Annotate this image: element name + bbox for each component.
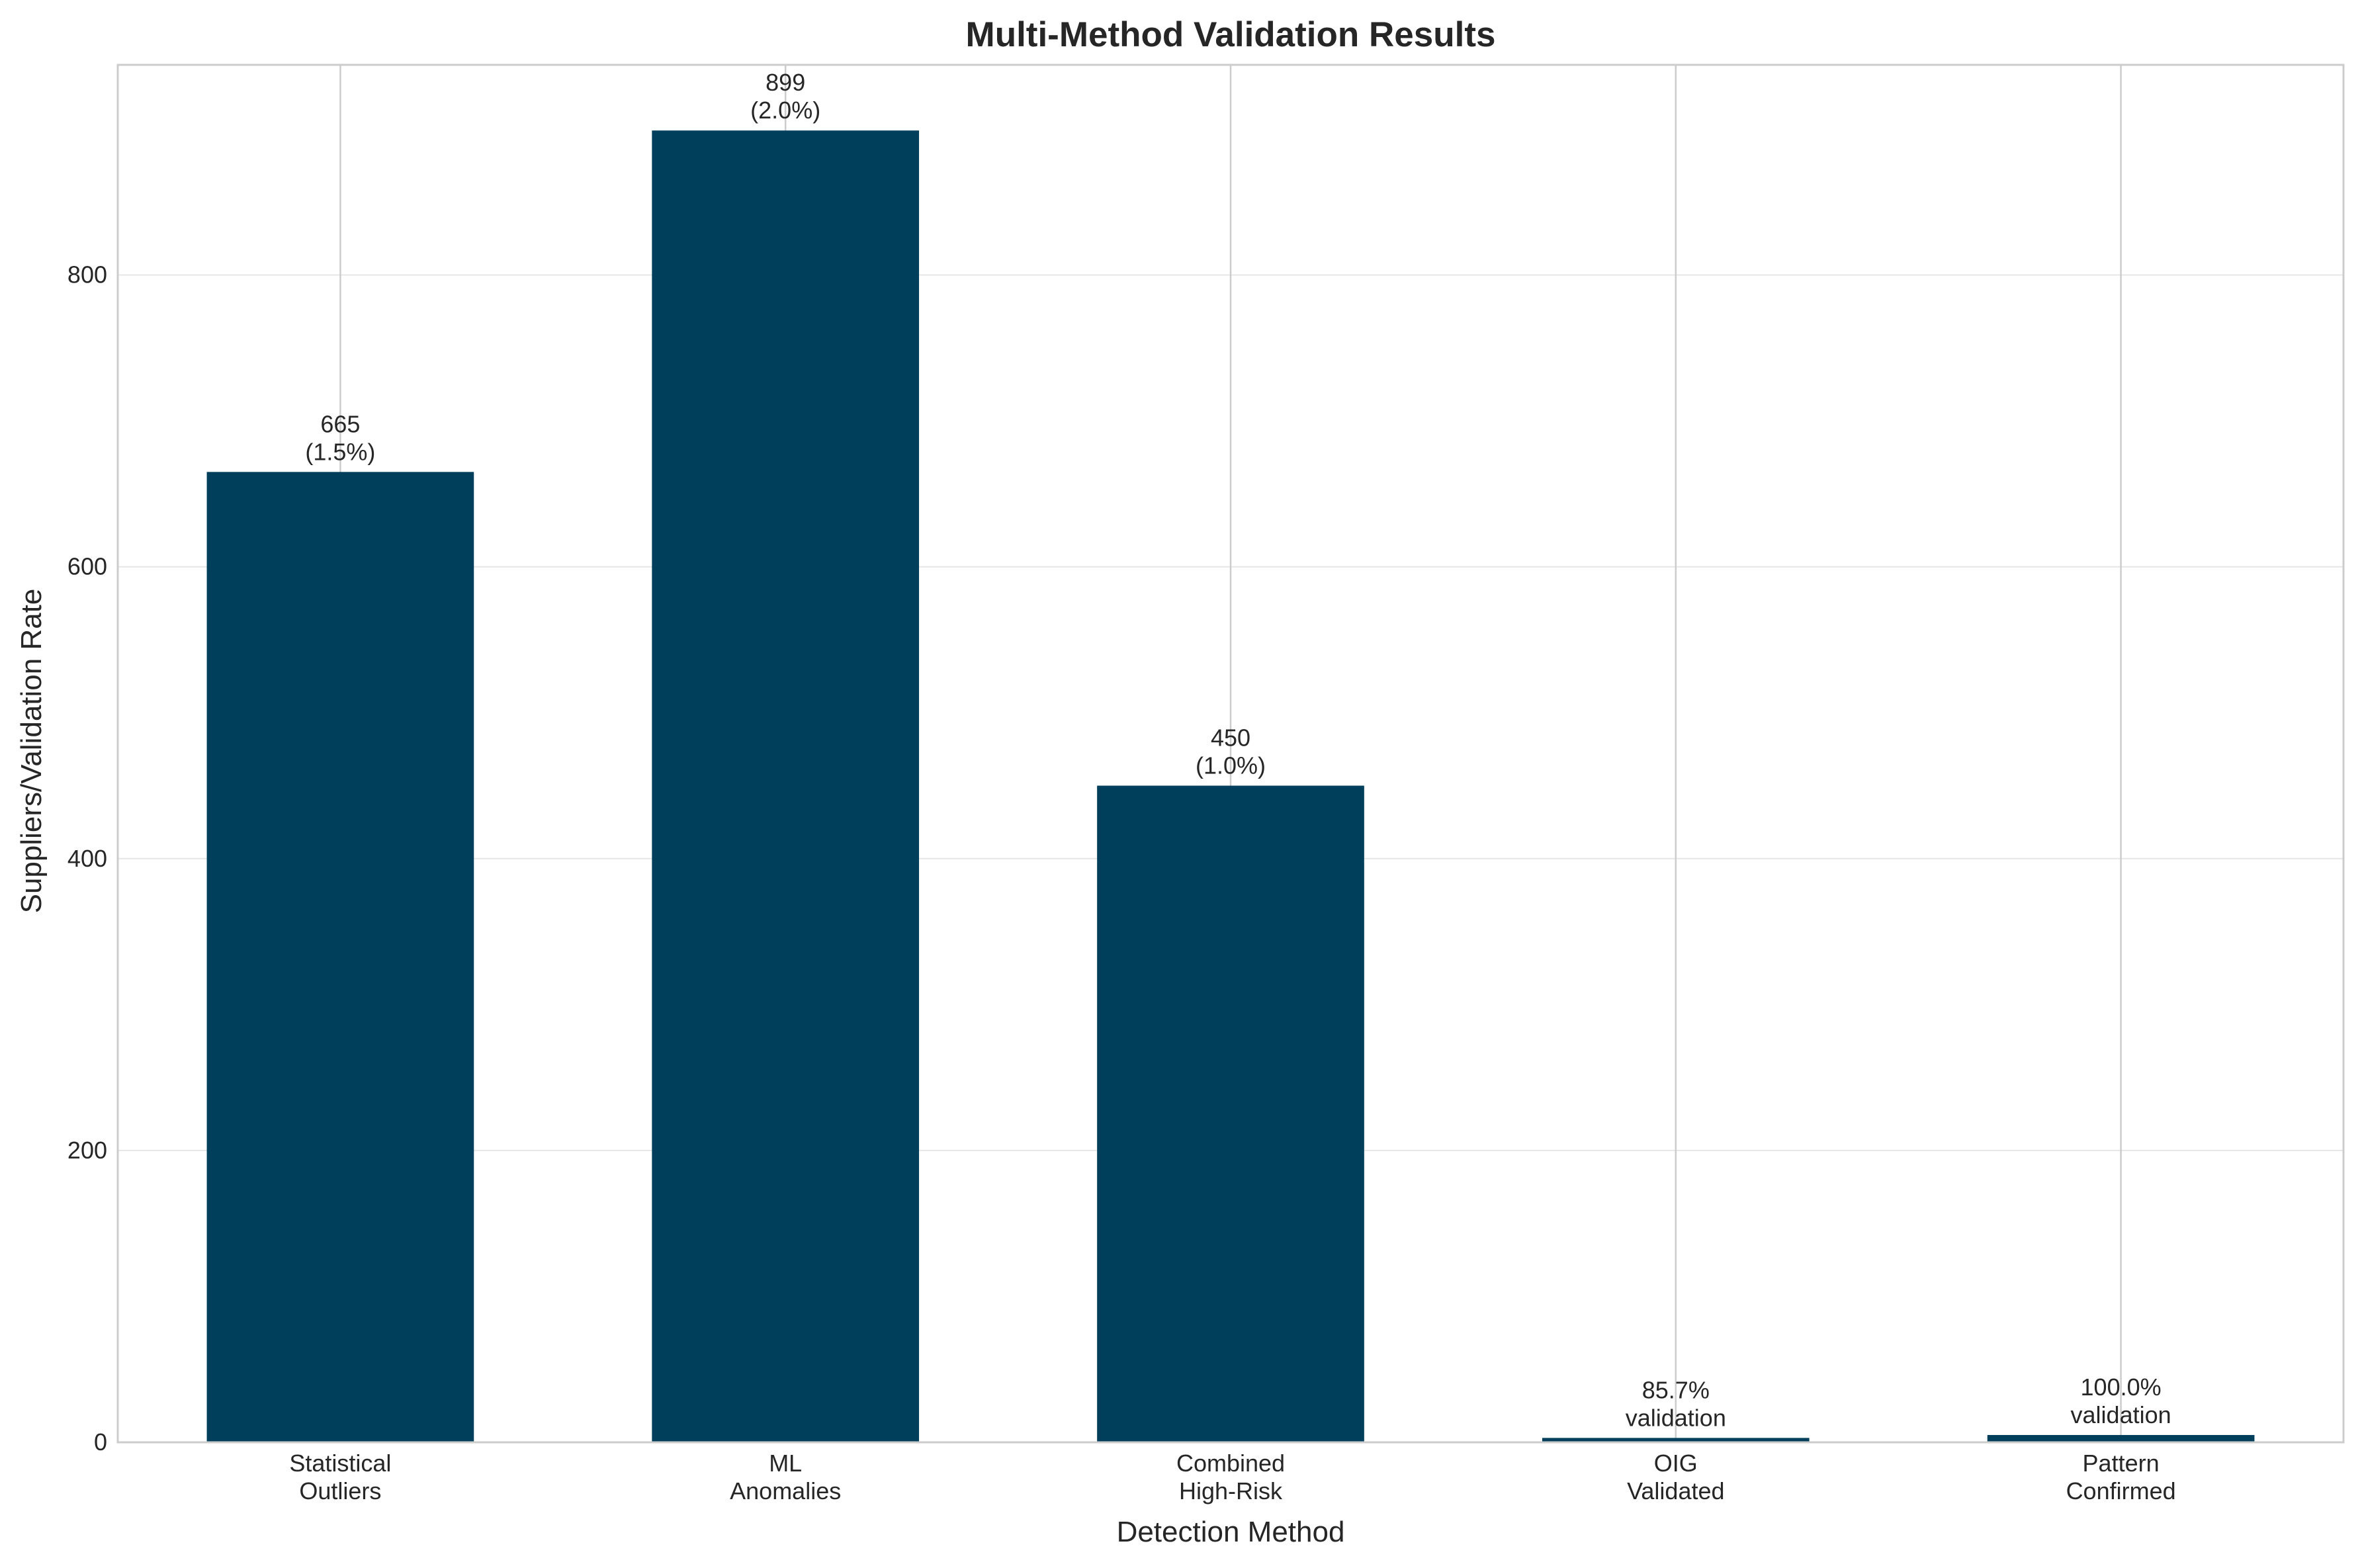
y-axis-label: Suppliers/Validation Rate	[15, 589, 48, 914]
bar	[206, 472, 474, 1442]
bar-value-label: (2.0%)	[750, 97, 820, 124]
bar-value-label: (1.0%)	[1196, 752, 1266, 779]
x-tick-label: Outliers	[299, 1477, 381, 1504]
chart-title: Multi-Method Validation Results	[966, 15, 1496, 54]
x-tick-label: Pattern	[2083, 1450, 2160, 1477]
bar-value-label: (1.5%)	[305, 438, 375, 465]
x-tick-label: Validated	[1627, 1477, 1724, 1504]
x-tick-label: Combined	[1176, 1450, 1285, 1477]
x-tick-label: Confirmed	[2066, 1477, 2176, 1504]
bar-value-label: 899	[765, 69, 805, 96]
bar	[1097, 785, 1364, 1442]
x-axis-label: Detection Method	[1117, 1516, 1345, 1548]
labels-layer: 665(1.5%)899(2.0%)450(1.0%)85.7%validati…	[305, 69, 2171, 1431]
spines-layer	[116, 64, 2345, 1444]
bar-value-label: 450	[1211, 724, 1250, 752]
bars-layer	[206, 130, 2255, 1442]
bar	[1987, 1434, 2255, 1442]
bar-value-label: validation	[1626, 1404, 1726, 1431]
bar-value-label: 665	[320, 410, 360, 437]
x-tick-label: OIG	[1654, 1450, 1698, 1477]
x-tick-label: Anomalies	[730, 1477, 841, 1504]
bar-value-label: validation	[2071, 1401, 2171, 1428]
bar	[1542, 1438, 1810, 1442]
plot-frame	[116, 64, 2345, 1444]
x-tick-label: ML	[769, 1450, 802, 1477]
y-tick-label: 0	[94, 1428, 107, 1456]
y-tick-label: 800	[67, 261, 107, 288]
y-tick-label: 200	[67, 1137, 107, 1164]
bar-value-label: 85.7%	[1642, 1376, 1710, 1403]
bar-value-label: 100.0%	[2081, 1373, 2162, 1401]
y-tick-label: 600	[67, 553, 107, 580]
x-tick-label: High-Risk	[1179, 1477, 1283, 1504]
y-tick-label: 400	[67, 845, 107, 872]
x-tick-label: Statistical	[289, 1450, 391, 1477]
bar	[652, 130, 920, 1442]
